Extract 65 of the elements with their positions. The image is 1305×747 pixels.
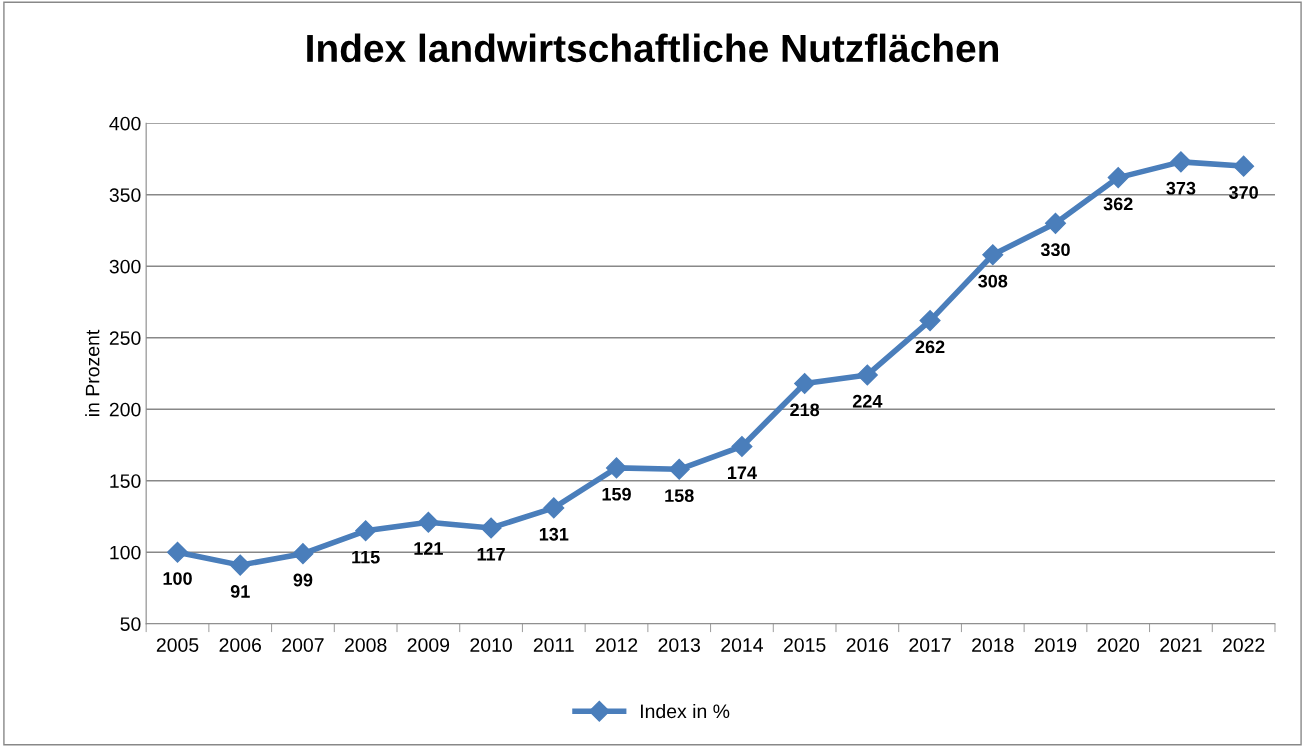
y-tick-label: 300 bbox=[109, 259, 141, 274]
point bbox=[292, 543, 314, 565]
point bbox=[668, 458, 690, 480]
x-tick-label: 2009 bbox=[407, 638, 450, 652]
data-label: 262 bbox=[915, 340, 945, 354]
point bbox=[856, 364, 878, 386]
data-label: 373 bbox=[1166, 181, 1196, 195]
x-tick-label: 2019 bbox=[1034, 638, 1077, 652]
x-tick-label: 2015 bbox=[783, 638, 826, 652]
y-tick-label: 250 bbox=[109, 331, 141, 345]
point bbox=[480, 517, 502, 539]
x-tick-label: 2007 bbox=[282, 638, 324, 652]
x-tick-label: 2013 bbox=[658, 638, 700, 652]
point bbox=[605, 457, 628, 479]
x-tick-label: 2018 bbox=[972, 638, 1014, 652]
data-label: 308 bbox=[978, 274, 1008, 288]
y-axis-title: in Prozent bbox=[85, 329, 100, 416]
x-tick-label: 2010 bbox=[470, 638, 512, 652]
data-label: 224 bbox=[852, 394, 883, 408]
data-label: 131 bbox=[539, 527, 569, 541]
data-label: 100 bbox=[163, 572, 192, 585]
point bbox=[1044, 212, 1067, 234]
data-label: 91 bbox=[230, 585, 250, 598]
x-tick-label: 2005 bbox=[156, 638, 199, 652]
y-tick-label: 50 bbox=[120, 617, 141, 631]
point bbox=[1107, 167, 1129, 189]
data-label: 158 bbox=[665, 489, 694, 503]
data-label: 362 bbox=[1103, 197, 1133, 211]
chart-title: Index landwirtschaftliche Nutzflächen bbox=[307, 33, 999, 63]
x-tick-label: 2008 bbox=[345, 638, 387, 652]
y-tick-label: 150 bbox=[110, 474, 141, 488]
x-tick-label: 2014 bbox=[721, 638, 763, 652]
point bbox=[417, 511, 439, 533]
x-tick-label: 2016 bbox=[846, 638, 889, 652]
data-label: 99 bbox=[293, 573, 313, 587]
y-tick-label: 200 bbox=[109, 402, 141, 417]
point bbox=[1170, 151, 1192, 173]
data-label: 121 bbox=[414, 542, 443, 555]
data-label: 174 bbox=[728, 466, 757, 479]
point bbox=[794, 372, 816, 395]
point bbox=[982, 244, 1004, 266]
point bbox=[229, 554, 251, 576]
x-tick-label: 2006 bbox=[219, 638, 261, 652]
legend-label: Index in % bbox=[640, 703, 730, 719]
point bbox=[731, 435, 753, 457]
x-tick-label: 2017 bbox=[909, 638, 951, 652]
y-tick-label: 400 bbox=[109, 116, 141, 131]
x-tick-label: 2022 bbox=[1222, 638, 1265, 652]
data-label: 370 bbox=[1228, 186, 1258, 199]
y-tick-label: 100 bbox=[110, 545, 141, 560]
data-label: 115 bbox=[352, 550, 380, 564]
data-label: 117 bbox=[477, 548, 505, 561]
y-tick-label: 350 bbox=[109, 188, 141, 202]
data-label: 218 bbox=[790, 403, 820, 417]
x-tick-label: 2012 bbox=[595, 638, 638, 652]
data-label: 330 bbox=[1040, 243, 1070, 257]
point bbox=[355, 520, 377, 542]
x-tick-label: 2020 bbox=[1097, 638, 1140, 652]
point bbox=[1233, 155, 1255, 177]
point bbox=[543, 497, 565, 519]
x-tick-label: 2011 bbox=[533, 638, 574, 652]
point bbox=[919, 310, 941, 332]
point bbox=[167, 541, 189, 563]
data-label: 159 bbox=[602, 487, 631, 501]
x-tick-label: 2021 bbox=[1160, 638, 1202, 652]
